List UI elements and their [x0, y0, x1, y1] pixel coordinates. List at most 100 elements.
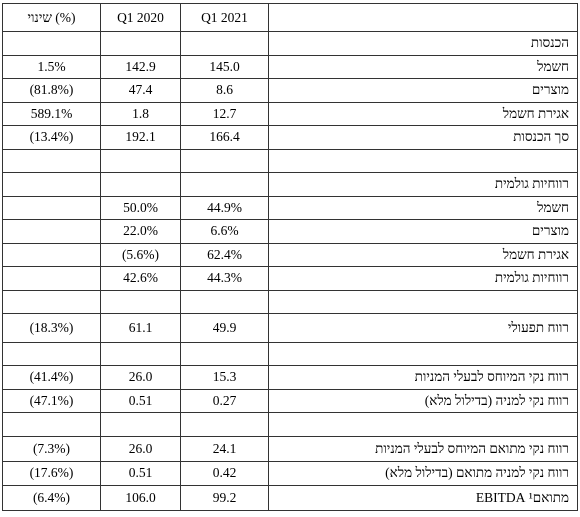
table-row: [2, 342, 578, 366]
q1-2021-cell: [180, 148, 269, 173]
label-cell: רווח תפעולי: [268, 313, 578, 343]
q1-2021-cell: 6.6%: [180, 219, 269, 244]
change-cell: [2, 31, 101, 56]
table-row: הכנסות: [2, 31, 578, 56]
table-body: שינוי (%) Q1 2020 Q1 2021 הכנסות 1.5% 142.9 14…: [2, 3, 578, 511]
label-cell: מוצרים: [268, 78, 578, 103]
q1-2020-cell: 26.0: [100, 436, 181, 462]
table-row: (5.6%) 62.4% אגירת חשמל: [2, 242, 578, 267]
label-cell: רווח נקי למניה מתואם (בדילול מלא): [268, 460, 578, 486]
q1-2020-cell: 192.1: [100, 125, 181, 150]
label-cell: [268, 342, 578, 366]
change-cell: [2, 148, 101, 173]
label-cell: מתואם¹ EBITDA: [268, 485, 578, 511]
q1-2021-cell: [180, 172, 269, 197]
label-cell: [268, 289, 578, 314]
table-row: 22.0% 6.6% מוצרים: [2, 219, 578, 244]
q1-2020-cell: 1.8: [100, 101, 181, 126]
table-row: 589.1% 1.8 12.7 אגירת חשמל: [2, 101, 578, 126]
change-cell: [2, 195, 101, 220]
label-cell: חשמל: [268, 54, 578, 79]
q1-2021-cell: [180, 412, 269, 437]
change-cell: (6.4%): [2, 485, 101, 511]
q1-2021-cell: 15.3: [180, 365, 269, 390]
q1-2020-cell: [100, 172, 181, 197]
header-row: שינוי (%) Q1 2020 Q1 2021: [2, 3, 578, 32]
q1-2020-cell: 142.9: [100, 54, 181, 79]
q1-2021-cell: 166.4: [180, 125, 269, 150]
change-cell: [2, 289, 101, 314]
label-cell: רווח נקי מתואם המיוחס לבעלי המניות: [268, 436, 578, 462]
table-row: רווחיות גולמית: [2, 172, 578, 197]
change-cell: [2, 342, 101, 366]
table-row: (6.4%) 106.0 99.2 מתואם¹ EBITDA: [2, 485, 578, 511]
header-cell: Q1 2021: [180, 3, 269, 32]
q1-2021-cell: 145.0: [180, 54, 269, 79]
change-cell: 589.1%: [2, 101, 101, 126]
header-cell: Q1 2020: [100, 3, 181, 32]
q1-2021-cell: 44.3%: [180, 266, 269, 291]
change-cell: (41.4%): [2, 365, 101, 390]
q1-2020-cell: [100, 342, 181, 366]
change-cell: (17.6%): [2, 460, 101, 486]
q1-2021-cell: 12.7: [180, 101, 269, 126]
table-row: (7.3%) 26.0 24.1 רווח נקי מתואם המיוחס לבעל…: [2, 436, 578, 462]
table-row: (13.4%) 192.1 166.4 סך הכנסות: [2, 125, 578, 150]
change-cell: [2, 412, 101, 437]
q1-2020-cell: (5.6%): [100, 242, 181, 267]
q1-2020-cell: [100, 412, 181, 437]
change-cell: (13.4%): [2, 125, 101, 150]
q1-2021-cell: 24.1: [180, 436, 269, 462]
label-cell: מוצרים: [268, 219, 578, 244]
change-cell: [2, 219, 101, 244]
q1-2020-cell: 0.51: [100, 460, 181, 486]
table-row: (18.3%) 61.1 49.9 רווח תפעולי: [2, 313, 578, 343]
label-cell: רווח נקי למניה (בדילול מלא): [268, 388, 578, 413]
q1-2020-cell: 22.0%: [100, 219, 181, 244]
table-row: (81.8%) 47.4 8.6 מוצרים: [2, 78, 578, 103]
table-row: (41.4%) 26.0 15.3 רווח נקי המיוחס לבעלי המנ…: [2, 365, 578, 390]
change-cell: [2, 242, 101, 267]
q1-2021-cell: 44.9%: [180, 195, 269, 220]
change-cell: 1.5%: [2, 54, 101, 79]
table-row: (47.1%) 0.51 0.27 רווח נקי למניה (בדילול מל…: [2, 388, 578, 413]
label-cell: [268, 148, 578, 173]
label-cell: סך הכנסות: [268, 125, 578, 150]
label-cell: הכנסות: [268, 31, 578, 56]
q1-2020-cell: 42.6%: [100, 266, 181, 291]
table-row: [2, 412, 578, 437]
q1-2021-cell: 49.9: [180, 313, 269, 343]
q1-2020-cell: 26.0: [100, 365, 181, 390]
table-row: (17.6%) 0.51 0.42 רווח נקי למניה מתואם (בדי…: [2, 460, 578, 486]
q1-2021-cell: 99.2: [180, 485, 269, 511]
change-cell: (81.8%): [2, 78, 101, 103]
q1-2021-cell: 0.27: [180, 388, 269, 413]
q1-2021-cell: 62.4%: [180, 242, 269, 267]
q1-2020-cell: 106.0: [100, 485, 181, 511]
change-cell: [2, 172, 101, 197]
header-cell: [268, 3, 578, 32]
change-cell: (47.1%): [2, 388, 101, 413]
q1-2020-cell: [100, 148, 181, 173]
q1-2021-cell: [180, 289, 269, 314]
q1-2020-cell: 0.51: [100, 388, 181, 413]
label-cell: חשמל: [268, 195, 578, 220]
label-cell: אגירת חשמל: [268, 101, 578, 126]
change-cell: [2, 266, 101, 291]
q1-2021-cell: 0.42: [180, 460, 269, 486]
label-cell: רווחיות גולמית: [268, 172, 578, 197]
table-row: 42.6% 44.3% רווחיות גולמית: [2, 266, 578, 291]
table-row: 50.0% 44.9% חשמל: [2, 195, 578, 220]
q1-2020-cell: 61.1: [100, 313, 181, 343]
change-cell: (7.3%): [2, 436, 101, 462]
q1-2020-cell: [100, 31, 181, 56]
table-row: [2, 289, 578, 314]
q1-2020-cell: [100, 289, 181, 314]
header-cell: שינוי (%): [2, 3, 101, 32]
q1-2021-cell: 8.6: [180, 78, 269, 103]
q1-2020-cell: 47.4: [100, 78, 181, 103]
label-cell: [268, 412, 578, 437]
financial-table: שינוי (%) Q1 2020 Q1 2021 הכנסות 1.5% 142.9 14…: [2, 3, 578, 511]
table-row: 1.5% 142.9 145.0 חשמל: [2, 54, 578, 79]
table-row: [2, 148, 578, 173]
